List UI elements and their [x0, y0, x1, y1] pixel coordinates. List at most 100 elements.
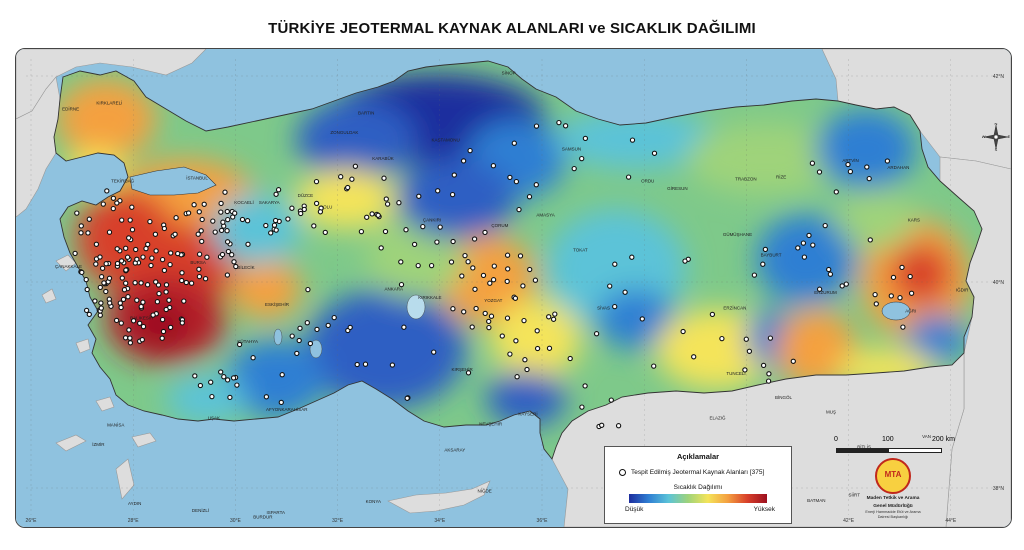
- geothermal-point: [615, 423, 622, 429]
- geothermal-point: [867, 237, 873, 243]
- geothermal-point: [153, 279, 159, 285]
- geothermal-point: [517, 253, 524, 259]
- geothermal-point: [556, 119, 562, 126]
- geothermal-point: [175, 250, 181, 257]
- geothermal-point: [140, 254, 146, 260]
- legend-point-label: Tespit Edilmiş Jeotermal Kaynak Alanları…: [631, 469, 765, 476]
- geothermal-point: [222, 189, 228, 195]
- geothermal-point: [179, 270, 185, 276]
- geothermal-point: [524, 366, 530, 373]
- geothermal-point: [381, 175, 387, 181]
- temperature-color-ramp: [629, 494, 767, 503]
- compass-s: S: [995, 147, 998, 151]
- geothermal-point: [593, 331, 600, 337]
- geothermal-point: [622, 289, 628, 295]
- city-label: ARTVİN: [842, 157, 858, 163]
- geothermal-points: [72, 119, 915, 430]
- geothermal-point: [118, 304, 124, 311]
- geothermal-point: [691, 354, 697, 360]
- city-label: GİRESUN: [667, 185, 688, 191]
- geothermal-point: [227, 394, 233, 401]
- geothermal-point: [307, 340, 314, 347]
- city-label: İSTANBUL: [186, 174, 208, 180]
- geothermal-point: [507, 174, 513, 181]
- geothermal-point: [127, 217, 133, 223]
- city-label: DENİZLİ: [192, 507, 209, 513]
- geothermal-point: [362, 361, 369, 367]
- geothermal-point: [521, 317, 527, 324]
- geothermal-point: [822, 222, 828, 229]
- city-label: BURDUR: [253, 514, 273, 519]
- geothermal-point: [273, 227, 279, 233]
- geothermal-point: [86, 216, 92, 222]
- geothermal-point: [118, 320, 124, 326]
- geothermal-point: [507, 351, 513, 357]
- city-label: IĞDIR: [956, 287, 969, 293]
- mta-badge-icon: MTA: [875, 458, 911, 494]
- geothermal-point: [766, 371, 772, 377]
- geothermal-point: [103, 288, 109, 295]
- geothermal-point: [225, 216, 231, 223]
- geothermal-point: [78, 223, 84, 229]
- city-label: AFYONKARAHİSAR: [266, 406, 308, 412]
- geothermal-point: [220, 219, 226, 225]
- geothermal-point: [826, 266, 832, 273]
- geothermal-point: [139, 337, 145, 343]
- geothermal-point: [156, 290, 162, 297]
- geothermal-point: [532, 277, 539, 283]
- city-label: ERZURUM: [814, 290, 837, 295]
- scale-bar: 0 100 200 km: [834, 436, 956, 456]
- city-label: KÜTAHYA: [237, 338, 258, 344]
- geothermal-point: [847, 168, 854, 175]
- geothermal-point: [552, 311, 558, 317]
- lon-tick-label: 30°E: [230, 518, 242, 524]
- geothermal-point: [435, 188, 441, 194]
- geothermal-point: [294, 350, 300, 357]
- city-label: ZONGULDAK: [330, 130, 358, 135]
- geothermal-point: [167, 324, 174, 331]
- geothermal-point: [134, 256, 140, 262]
- geothermal-point: [383, 196, 389, 202]
- geothermal-point: [465, 259, 471, 265]
- geothermal-point: [470, 265, 476, 271]
- geothermal-point: [571, 165, 577, 172]
- geothermal-point: [304, 320, 310, 326]
- geothermal-point: [98, 300, 104, 306]
- logo-org-line1: Maden Tetkik ve Arama: [866, 496, 920, 501]
- geothermal-point: [401, 324, 407, 330]
- geothermal-point: [760, 362, 767, 369]
- geothermal-point: [196, 209, 202, 215]
- geothermal-point: [218, 200, 224, 207]
- geothermal-point: [369, 211, 375, 217]
- geothermal-point: [167, 261, 173, 268]
- geothermal-point: [219, 251, 226, 258]
- city-label: YOZGAT: [484, 298, 502, 303]
- geothermal-point: [126, 327, 132, 333]
- city-label: BURSA: [190, 260, 206, 265]
- legend-point-item: Tespit Edilmiş Jeotermal Kaynak Alanları…: [619, 469, 764, 476]
- geothermal-point: [809, 160, 816, 166]
- geothermal-point: [272, 217, 279, 224]
- city-label: BİTLİS: [857, 443, 871, 449]
- city-label: GÜMÜŞHANE: [723, 231, 752, 237]
- geothermal-point: [198, 228, 204, 234]
- geothermal-point: [513, 338, 519, 344]
- city-label: ARDAHAN: [887, 165, 909, 170]
- geothermal-point: [179, 277, 185, 284]
- map-legend: Açıklamalar Tespit Edilmiş Jeotermal Kay…: [604, 446, 792, 524]
- geothermal-point: [195, 231, 201, 237]
- geothermal-point: [289, 333, 295, 339]
- city-label: NİĞDE: [478, 488, 492, 494]
- geothermal-point: [347, 324, 353, 331]
- lon-tick-label: 42°E: [843, 518, 855, 524]
- geothermal-point: [93, 241, 100, 247]
- lake-van: [881, 301, 911, 321]
- geothermal-point: [103, 261, 109, 267]
- geothermal-point: [78, 230, 84, 236]
- geothermal-point: [534, 345, 541, 352]
- geothermal-point: [122, 335, 129, 341]
- geothermal-point: [119, 217, 125, 223]
- scale-bar-line: [836, 448, 942, 453]
- geothermal-point: [416, 193, 422, 199]
- logo-abbr: MTA: [884, 470, 902, 479]
